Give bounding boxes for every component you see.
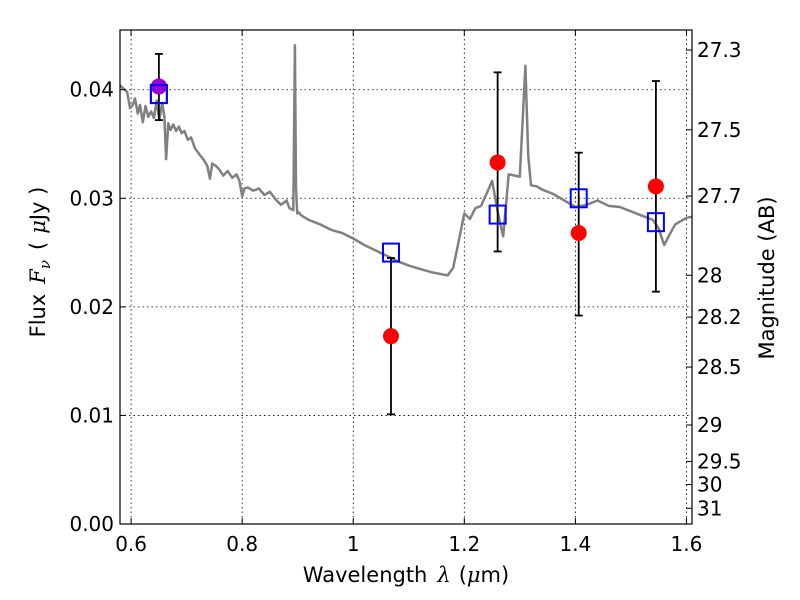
photometry-point bbox=[570, 225, 587, 242]
y-tick-label: 0.02 bbox=[69, 295, 114, 319]
model-flux-marker bbox=[646, 212, 665, 233]
model-flux-marker bbox=[569, 188, 588, 209]
y-axis-label-unit-rest: Jy ) bbox=[26, 187, 50, 223]
model-flux-marker bbox=[488, 204, 507, 225]
y-tick-label: 0.04 bbox=[69, 78, 114, 102]
x-axis-label-unit-symbol: μ bbox=[467, 563, 481, 587]
plot-frame bbox=[119, 29, 693, 525]
y-axis-label-unit-symbol: μ bbox=[26, 220, 50, 234]
spectrum-layer bbox=[119, 43, 693, 277]
x-tick-label: 0.8 bbox=[226, 532, 258, 556]
y-tick-label: 0.03 bbox=[69, 186, 114, 210]
photometry-point bbox=[383, 328, 400, 345]
y2-tick-label: 28 bbox=[697, 263, 722, 287]
x-axis-label-unit-open: ( bbox=[459, 563, 467, 587]
y2-tick-label: 29 bbox=[697, 413, 722, 437]
x-axis-label: Wavelength λ (μm) bbox=[303, 563, 509, 587]
y-axis-label: Flux Fν ( μJy ) bbox=[26, 187, 54, 338]
y2-tick-label: 29.5 bbox=[697, 450, 742, 474]
y-axis-label-unit-open: ( bbox=[26, 242, 50, 250]
x-tick-label: 1 bbox=[347, 532, 360, 556]
y-tick-label: 0.01 bbox=[69, 403, 114, 427]
x-axis-label-unit-rest: m) bbox=[481, 563, 510, 587]
spectrum-line bbox=[119, 43, 693, 277]
photometry-point bbox=[647, 178, 664, 195]
x-axis-label-symbol: λ bbox=[436, 563, 450, 587]
y-axis-label-prefix: Flux bbox=[26, 294, 50, 338]
marker-layer bbox=[149, 78, 665, 345]
model-flux-marker-overlay bbox=[149, 84, 168, 105]
y2-tick-label: 27.7 bbox=[697, 184, 742, 208]
y2-tick-label: 30 bbox=[697, 473, 722, 497]
photometry-point bbox=[489, 154, 506, 171]
x-axis-label-prefix: Wavelength bbox=[303, 563, 428, 587]
y-ticks: 0.00 0.01 0.02 0.03 0.04 bbox=[69, 78, 126, 536]
y-tick-label: 0.00 bbox=[69, 512, 114, 536]
y2-tick-label: 31 bbox=[697, 496, 722, 520]
y2-tick-label: 28.2 bbox=[697, 305, 742, 329]
y2-tick-label: 27.3 bbox=[697, 38, 742, 62]
x-tick-label: 1.4 bbox=[559, 532, 591, 556]
x-tick-label: 1.6 bbox=[671, 532, 703, 556]
y-axis-label-subscript: ν bbox=[36, 260, 54, 269]
y2-axis-label: Magnitude (AB) bbox=[755, 196, 779, 359]
x-tick-label: 0.6 bbox=[115, 532, 147, 556]
y2-tick-label: 28.5 bbox=[697, 355, 742, 379]
highlight-point bbox=[150, 78, 167, 95]
model-flux-marker bbox=[382, 242, 401, 263]
x-ticks: 0.6 0.8 1 1.2 1.4 1.6 bbox=[115, 30, 702, 556]
x-tick-label: 1.2 bbox=[448, 532, 480, 556]
y2-tick-label: 27.5 bbox=[697, 118, 742, 142]
y-axis-label-symbol: F bbox=[26, 268, 50, 285]
